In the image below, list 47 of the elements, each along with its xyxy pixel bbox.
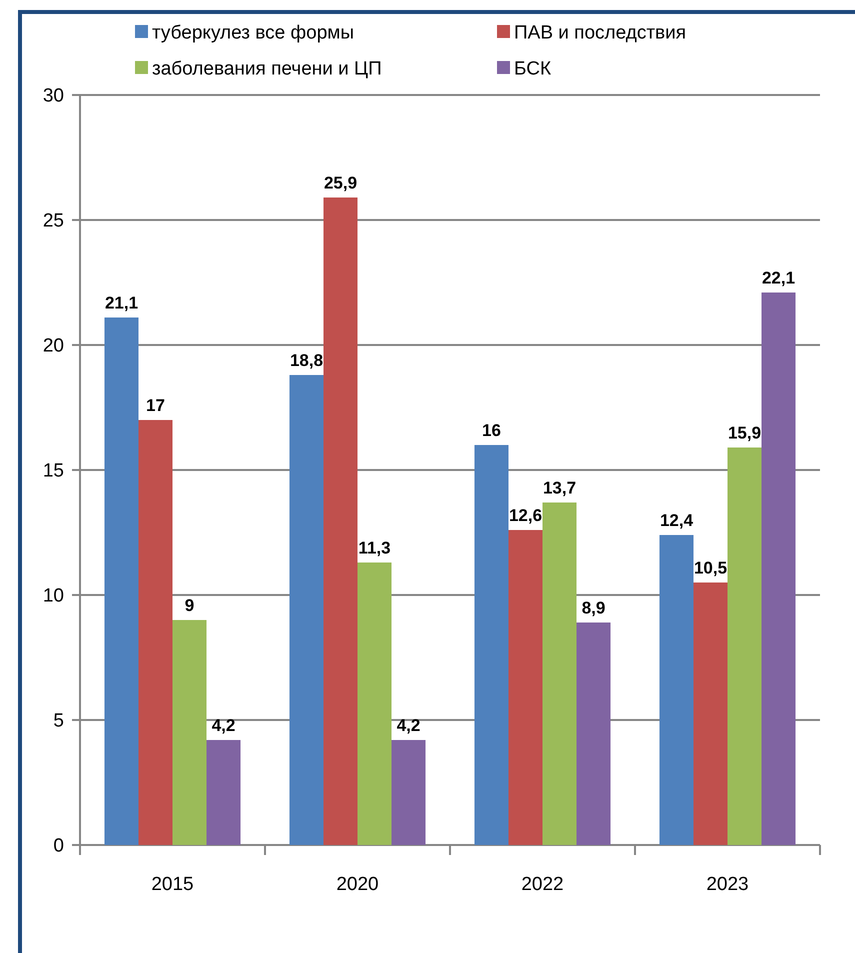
data-label: 10,5 — [694, 558, 728, 578]
y-tick-label: 15 — [42, 460, 64, 482]
data-label: 4,2 — [212, 716, 236, 735]
bar — [392, 740, 426, 845]
data-label: 4,2 — [396, 716, 420, 735]
bar — [358, 562, 392, 845]
y-tick-label: 0 — [53, 836, 64, 857]
bar — [576, 622, 611, 845]
bar — [693, 582, 728, 845]
bar — [762, 292, 796, 845]
data-label: 12,4 — [660, 511, 694, 530]
bar — [104, 318, 138, 845]
data-label: 16 — [482, 421, 501, 440]
x-tick-label: 2020 — [336, 874, 379, 895]
bar — [659, 535, 694, 845]
bar — [172, 620, 207, 845]
data-label: 21,1 — [104, 294, 138, 312]
bar — [508, 530, 542, 845]
bar — [542, 502, 577, 845]
bar — [323, 198, 358, 845]
legend-label: заболевания печени и ЦП — [152, 58, 382, 80]
data-label: 8,9 — [582, 598, 606, 618]
x-tick-label: 2015 — [151, 874, 194, 895]
x-tick-label: 2022 — [521, 874, 564, 895]
legend-label: туберкулез все формы — [152, 22, 354, 44]
bar — [206, 740, 241, 845]
bar — [138, 420, 172, 845]
y-tick-label: 25 — [42, 210, 64, 232]
data-label: 13,7 — [542, 478, 576, 498]
y-tick-label: 10 — [42, 586, 64, 607]
data-label: 11,3 — [358, 538, 391, 558]
y-tick-label: 30 — [42, 86, 64, 107]
data-label: 15,9 — [728, 424, 762, 442]
bar — [728, 448, 762, 845]
data-label: 18,8 — [290, 351, 324, 370]
legend-label: ПАВ и последствия — [514, 22, 686, 44]
x-tick-label: 2023 — [706, 874, 749, 895]
data-label: 12,6 — [508, 506, 542, 525]
bar — [474, 445, 508, 845]
data-label: 22,1 — [762, 268, 796, 288]
y-tick-label: 5 — [53, 710, 64, 732]
y-tick-label: 20 — [42, 336, 64, 357]
data-label: 9 — [184, 596, 194, 615]
bar — [289, 375, 324, 845]
data-label: 17 — [146, 396, 165, 415]
legend-label: БСК — [514, 58, 552, 80]
data-label: 25,9 — [324, 174, 358, 192]
